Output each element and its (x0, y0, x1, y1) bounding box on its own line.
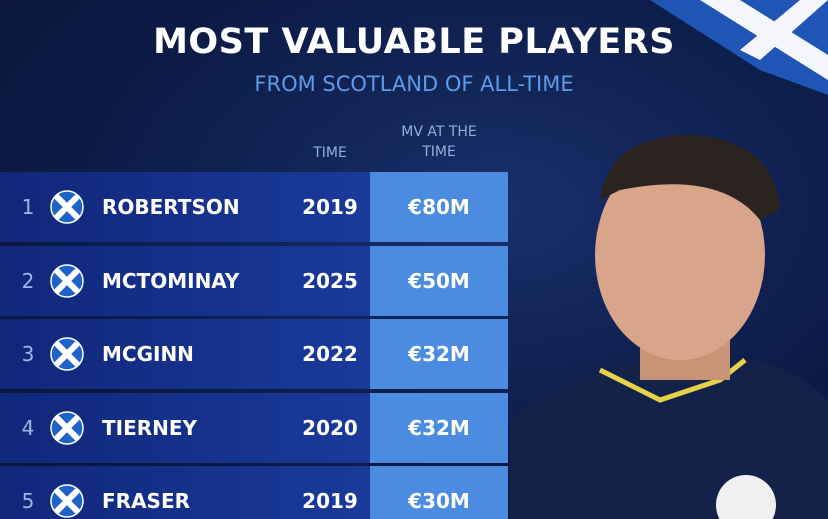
player-name: TIERNEY (102, 415, 198, 440)
year: 2019 (302, 489, 358, 513)
value-band (370, 172, 508, 242)
title: MOST VALUABLE PLAYERS (153, 22, 675, 62)
rank: 2 (21, 268, 35, 293)
rank: 3 (21, 342, 35, 366)
collar (598, 358, 747, 403)
year: 2020 (302, 415, 358, 440)
player-name: ROBERTSON (102, 195, 240, 219)
market-value: €80M (408, 195, 470, 219)
flag-icon (50, 263, 84, 298)
column-header: MV AT THE TIME (401, 124, 477, 160)
rank: 1 (21, 195, 35, 219)
player-head (595, 150, 765, 360)
player-name: MCGINN (102, 342, 194, 366)
rank: 4 (21, 415, 35, 440)
player-name: MCTOMINAY (102, 268, 240, 293)
crest (716, 475, 776, 519)
player-name: FRASER (102, 489, 191, 513)
flag-saltire (740, 0, 828, 60)
year: 2025 (302, 268, 358, 293)
market-value: €32M (408, 415, 470, 440)
year: 2022 (302, 342, 358, 366)
market-value: €30M (408, 489, 470, 513)
flag-icon (50, 190, 84, 224)
value-band (370, 466, 508, 519)
flag-icon (50, 484, 84, 518)
market-value: €32M (408, 342, 470, 366)
market-value: €50M (408, 268, 470, 293)
subtitle: FROM SCOTLAND OF ALL-TIME (254, 72, 574, 96)
year: 2019 (302, 195, 358, 219)
column-header: TIME (313, 145, 347, 161)
flag-icon (50, 337, 84, 371)
player-hair (600, 135, 780, 220)
value-band (370, 319, 508, 389)
rank: 5 (21, 489, 35, 513)
flag-icon (50, 410, 84, 445)
player-shirt (510, 360, 828, 519)
value-band (370, 245, 508, 316)
value-band (370, 392, 508, 463)
